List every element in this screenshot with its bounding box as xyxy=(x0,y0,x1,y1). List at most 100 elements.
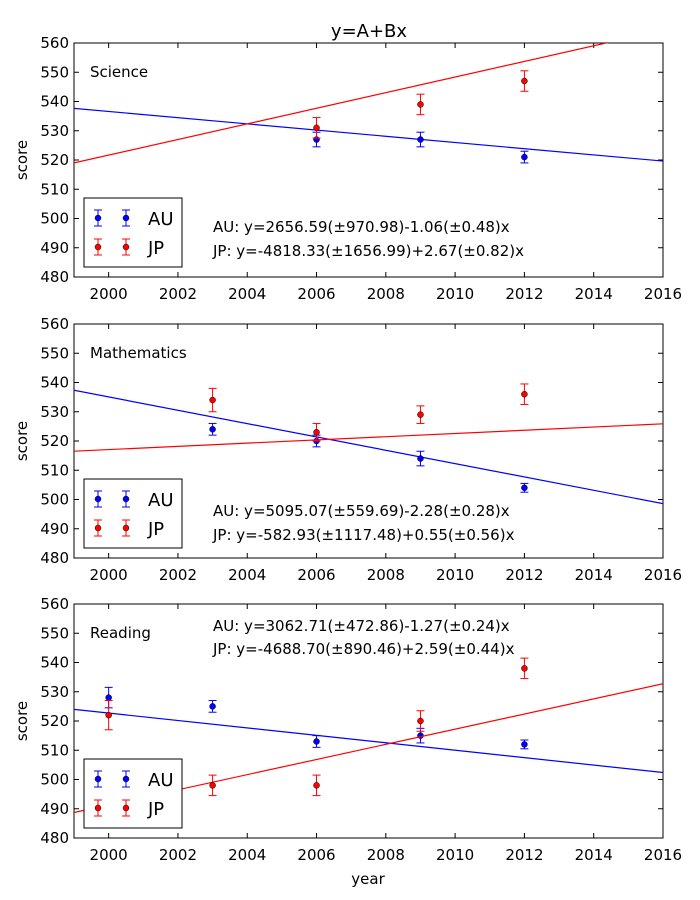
legend: AU JP xyxy=(83,758,183,829)
y-tick-label: 540 xyxy=(40,654,69,672)
x-tick-label: 2012 xyxy=(505,285,543,303)
regression-annotation: JP: y=-4688.70(±890.46)+2.59(±0.44)x xyxy=(212,640,515,658)
fit-line-au xyxy=(74,708,663,774)
data-point-au xyxy=(520,482,529,493)
data-point-jp xyxy=(416,405,425,424)
y-tick-label: 560 xyxy=(40,315,69,333)
x-tick-label: 2002 xyxy=(159,285,197,303)
y-tick-label: 490 xyxy=(40,239,69,257)
y-tick-label: 500 xyxy=(40,771,69,789)
x-tick-label: 2002 xyxy=(159,846,197,864)
marker xyxy=(521,390,528,398)
legend: AU JP xyxy=(83,478,183,549)
data-point-jp xyxy=(416,93,425,116)
subplot-science: 480 490 500 510 520 530 540 550 560 2000 2002 2004 2… xyxy=(13,34,682,303)
legend-marker xyxy=(94,804,102,812)
legend-label-jp: JP xyxy=(147,519,164,540)
x-tick-label: 2012 xyxy=(505,566,543,584)
y-tick-label: 500 xyxy=(40,210,69,228)
marker xyxy=(521,484,528,492)
marker xyxy=(313,738,320,745)
x-tick-label: 2008 xyxy=(367,285,405,303)
regression-annotation: JP: y=-4818.33(±1656.99)+2.67(±0.82)x xyxy=(212,242,524,260)
y-tick-label: 520 xyxy=(40,712,69,730)
x-tick-label: 2014 xyxy=(575,846,613,864)
y-tick-label: 530 xyxy=(40,683,69,701)
legend-label-jp: JP xyxy=(147,799,164,820)
fit-line-au xyxy=(74,107,663,162)
marker xyxy=(209,782,216,789)
marker xyxy=(417,717,424,725)
marker xyxy=(209,426,216,433)
fit-line-jp xyxy=(74,43,609,164)
x-tick-label: 2014 xyxy=(575,285,613,303)
data-point-au xyxy=(416,450,425,467)
legend: AU JP xyxy=(83,197,183,268)
regression-annotation: AU: y=3062.71(±472.86)-1.27(±0.24)x xyxy=(213,617,510,635)
regression-annotation: JP: y=-582.93(±1117.48)+0.55(±0.56)x xyxy=(212,526,515,544)
subplot-title: Reading xyxy=(90,624,151,642)
legend-marker xyxy=(122,214,130,222)
data-point-au xyxy=(312,735,321,748)
marker xyxy=(521,665,528,672)
regression-annotation: AU: y=2656.59(±970.98)-1.06(±0.48)x xyxy=(213,218,510,236)
subplot-mathematics: 480 490 500 510 520 530 540 550 560 2000 2002 2004 2… xyxy=(13,315,682,584)
regression-annotation: AU: y=5095.07(±559.69)-2.28(±0.28)x xyxy=(213,502,510,520)
y-tick-label: 510 xyxy=(40,461,69,479)
x-tick-label: 2010 xyxy=(436,566,474,584)
legend-marker xyxy=(94,524,102,532)
marker xyxy=(521,77,528,85)
data-point-jp xyxy=(312,422,321,442)
legend-marker xyxy=(122,495,130,503)
marker xyxy=(313,428,320,436)
x-tick-label: 2010 xyxy=(436,285,474,303)
x-tick-label: 2006 xyxy=(297,846,335,864)
x-tick-label: 2004 xyxy=(228,566,266,584)
legend-marker xyxy=(94,775,102,783)
legend-label-au: AU xyxy=(148,770,174,791)
marker xyxy=(417,101,424,108)
y-tick-label: 480 xyxy=(40,829,69,847)
marker xyxy=(105,711,112,719)
y-tick-label: 510 xyxy=(40,180,69,198)
y-tick-label: 540 xyxy=(40,374,69,392)
y-tick-label: 530 xyxy=(40,122,69,140)
marker xyxy=(313,124,320,132)
legend-marker xyxy=(122,524,130,532)
y-axis-label: score xyxy=(13,140,31,180)
marker xyxy=(417,455,424,462)
data-point-jp xyxy=(104,700,113,731)
data-point-jp xyxy=(312,774,321,797)
marker xyxy=(209,703,216,710)
x-tick-label: 2004 xyxy=(228,846,266,864)
y-tick-label: 490 xyxy=(40,800,69,818)
marker xyxy=(521,741,528,748)
y-tick-label: 560 xyxy=(40,34,69,52)
plot-area xyxy=(74,383,663,505)
y-tick-label: 480 xyxy=(40,268,69,286)
data-point-au xyxy=(520,739,529,750)
legend-marker xyxy=(94,214,102,222)
plot-area xyxy=(74,43,663,164)
data-point-au xyxy=(208,422,217,436)
fit-line-au xyxy=(74,389,663,505)
legend-label-jp: JP xyxy=(147,238,164,259)
marker xyxy=(417,136,424,143)
data-point-au xyxy=(520,150,529,164)
y-tick-label: 490 xyxy=(40,520,69,538)
marker xyxy=(105,694,112,701)
x-tick-label: 2012 xyxy=(505,846,543,864)
y-tick-label: 550 xyxy=(40,624,69,642)
data-point-au xyxy=(416,727,425,744)
x-tick-label: 2016 xyxy=(644,566,682,584)
subplot-reading: 480 490 500 510 520 530 540 550 560 2000 2002 2004 2… xyxy=(13,595,682,864)
marker xyxy=(417,411,424,418)
legend-marker xyxy=(122,775,130,783)
legend-label-au: AU xyxy=(148,209,174,230)
data-point-jp xyxy=(208,774,217,797)
y-axis-label: score xyxy=(13,701,31,741)
data-point-jp xyxy=(416,710,425,732)
data-point-jp xyxy=(520,70,529,92)
marker xyxy=(521,153,528,161)
legend-marker xyxy=(122,804,130,812)
